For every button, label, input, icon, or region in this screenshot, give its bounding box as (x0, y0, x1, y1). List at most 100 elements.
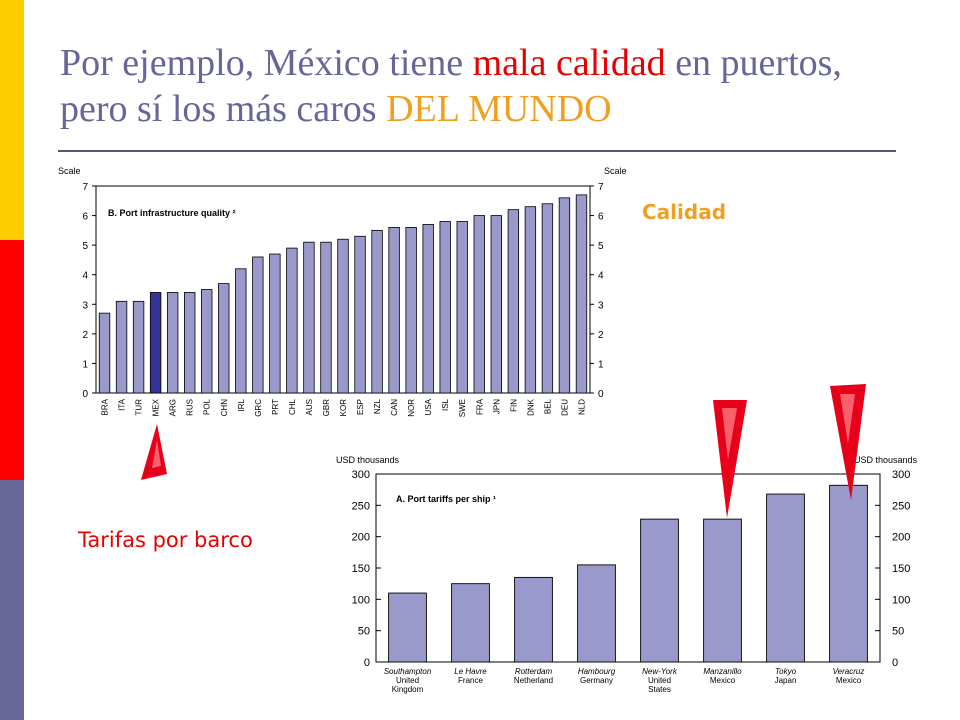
tariff-country-label: Kingdom (392, 685, 424, 694)
quality-bar (132, 300, 145, 394)
tariff-country-label: United (396, 676, 419, 685)
quality-bar (98, 312, 111, 394)
quality-ylabel-left: Scale (58, 166, 81, 176)
quality-bar (541, 203, 554, 394)
quality-bar (473, 215, 485, 394)
title-line2: pero sí los más caros (60, 88, 387, 130)
tariff-ytick-label-right: 0 (892, 657, 898, 669)
tariff-ylabel-right: USD thousands (854, 455, 918, 465)
sidebar-segment-yellow (0, 0, 24, 240)
title-divider (58, 150, 896, 152)
quality-bar (422, 224, 434, 394)
quality-bar (575, 194, 588, 394)
quality-bar (371, 229, 383, 394)
quality-bar (286, 247, 298, 394)
label-tarifas: Tarifas por barco (78, 528, 253, 552)
quality-ytick-label-left: 2 (82, 330, 88, 341)
tariff-ytick-label-left: 300 (352, 469, 370, 481)
quality-category-label: DEU (560, 399, 569, 416)
quality-bar (524, 206, 537, 394)
quality-ytick-label-left: 4 (82, 271, 88, 282)
red-arrow-manzanillo (713, 400, 747, 518)
quality-category-label: JPN (492, 399, 501, 414)
red-arrow-manzanillo-highlight (722, 408, 737, 460)
quality-bar (337, 238, 349, 394)
quality-ytick-label-right: 4 (598, 271, 604, 282)
quality-ytick-label-right: 6 (598, 212, 604, 223)
tariff-port-label: Tokyo (775, 667, 797, 676)
tariff-ytick-label-right: 100 (892, 594, 910, 606)
tariff-ylabel-left: USD thousands (336, 455, 400, 465)
quality-bar (184, 292, 196, 394)
quality-ytick-label-right: 3 (598, 300, 604, 311)
tariff-country-label: Japan (775, 676, 797, 685)
sidebar-color-bar (0, 0, 24, 720)
quality-category-label: AUS (305, 399, 314, 415)
quality-category-label: ISL (441, 398, 450, 411)
red-arrow-mex-quality (141, 424, 167, 480)
quality-category-label: BRA (101, 398, 110, 415)
tariff-ytick-label-left: 250 (352, 500, 370, 512)
quality-bar (320, 241, 332, 394)
tariff-ytick-label-right: 250 (892, 500, 910, 512)
tariff-ytick-label-right: 50 (892, 626, 904, 638)
quality-bar (388, 226, 400, 394)
quality-bar (354, 235, 366, 394)
quality-ytick-label-right: 5 (598, 241, 604, 252)
quality-ylabel-right: Scale (604, 166, 627, 176)
quality-category-label: SWE (458, 399, 467, 417)
title-orange: DEL MUNDO (386, 88, 612, 130)
quality-bar (166, 292, 179, 394)
tariff-ytick-label-right: 200 (892, 532, 910, 544)
tariff-port-label: Hambourg (578, 667, 616, 676)
tariff-ytick-label-left: 200 (352, 532, 370, 544)
quality-ytick-label-right: 7 (598, 182, 604, 193)
red-arrow-mex-quality-highlight (152, 440, 161, 468)
quality-bar (507, 209, 520, 394)
quality-category-label: TUR (135, 399, 144, 416)
quality-category-label: NLD (577, 399, 586, 415)
tariff-bar (640, 518, 679, 663)
tariff-port-label: Veracruz (833, 667, 865, 676)
quality-ytick-label-right: 1 (598, 359, 604, 370)
tariff-country-label: Mexico (836, 676, 862, 685)
quality-category-label: FRA (475, 398, 484, 415)
quality-bar (218, 283, 230, 394)
quality-category-label: GRC (254, 399, 263, 417)
quality-category-label: KOR (339, 399, 348, 417)
quality-ytick-label-right: 0 (598, 389, 604, 400)
quality-ytick-label-left: 0 (82, 389, 88, 400)
quality-bar (252, 256, 264, 394)
title-part2: en puertos, (665, 42, 842, 84)
quality-bar (115, 300, 128, 394)
tariff-chart-title: A. Port tariffs per ship ¹ (396, 494, 496, 504)
quality-bar (439, 221, 451, 394)
title-part1: Por ejemplo, México tiene (60, 42, 473, 84)
tariff-country-label: States (648, 685, 671, 694)
tariff-country-label: Germany (580, 676, 613, 685)
quality-bar (201, 289, 213, 394)
tariff-port-label: Southampton (384, 667, 432, 676)
quality-category-label: CHL (288, 398, 297, 415)
quality-category-label: PRT (271, 399, 280, 415)
quality-bar (303, 241, 315, 394)
quality-category-label: FIN (509, 399, 518, 412)
tariff-country-label: Mexico (710, 676, 736, 685)
tariff-ytick-label-right: 150 (892, 563, 910, 575)
title-red: mala calidad (472, 42, 666, 84)
quality-ytick-label-right: 2 (598, 330, 604, 341)
quality-ytick-label-left: 6 (82, 212, 88, 223)
quality-category-label: ITA (118, 398, 127, 411)
tariff-ytick-label-right: 300 (892, 469, 910, 481)
tariff-bar (829, 484, 868, 663)
sidebar-segment-red (0, 240, 24, 480)
quality-bar (405, 226, 417, 394)
quality-bar (149, 292, 162, 394)
quality-category-label: ARG (169, 399, 178, 416)
quality-category-label: CAN (390, 399, 399, 416)
tariff-bar (766, 493, 805, 663)
tariff-country-label: Netherland (514, 676, 553, 685)
tariff-port-label: Manzanillo (703, 667, 742, 676)
quality-bar (456, 221, 468, 394)
